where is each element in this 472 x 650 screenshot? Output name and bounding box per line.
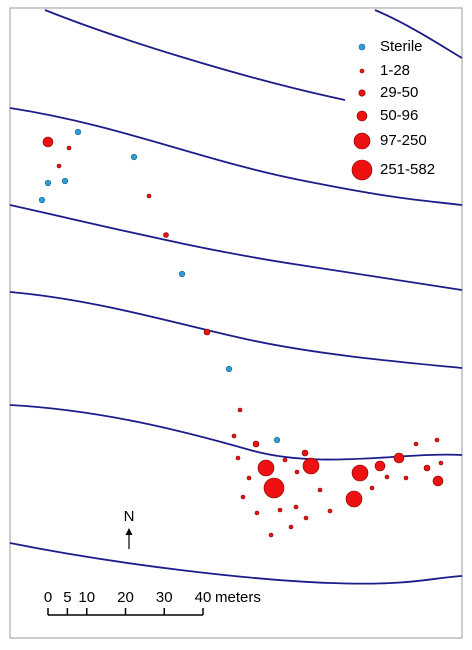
artifact-site xyxy=(263,477,285,499)
scale-bar: meters 0 5 10 20 30 40 xyxy=(44,589,261,616)
legend-label: 50-96 xyxy=(380,107,418,124)
contour-line xyxy=(374,9,463,59)
artifact-site xyxy=(351,464,369,482)
artifact-site xyxy=(327,508,333,514)
artifact-site xyxy=(203,328,211,336)
artifact-site xyxy=(146,193,152,199)
sterile-site xyxy=(178,270,186,278)
artifact-site xyxy=(369,485,375,491)
artifact-site xyxy=(231,433,237,439)
artifact-site xyxy=(268,532,274,538)
map-frame xyxy=(9,7,463,639)
scale-tick-label: 0 xyxy=(44,589,52,606)
artifact-site xyxy=(374,460,386,472)
artifact-site xyxy=(301,449,309,457)
north-arrow-head xyxy=(125,528,133,535)
scale-tick-label: 10 xyxy=(78,589,95,606)
contour-line xyxy=(44,9,346,101)
artifact-site xyxy=(438,460,444,466)
legend-label: 97-250 xyxy=(380,132,427,149)
sites xyxy=(38,128,444,538)
sterile-site xyxy=(273,436,281,444)
contour-line xyxy=(9,107,463,206)
contour-line xyxy=(9,204,463,291)
scale-tick-label: 5 xyxy=(63,589,71,606)
sterile-site xyxy=(61,177,69,185)
legend-symbol xyxy=(359,68,365,74)
legend-symbol xyxy=(358,89,366,97)
sterile-site xyxy=(38,196,46,204)
artifact-site xyxy=(345,490,363,508)
artifact-site xyxy=(302,457,320,475)
scale-tick-label: 20 xyxy=(117,589,134,606)
artifact-site xyxy=(317,487,323,493)
artifact-site xyxy=(303,515,309,521)
artifact-site xyxy=(384,474,390,480)
legend-label: 29-50 xyxy=(380,84,418,101)
legend-label: 251-582 xyxy=(380,161,435,178)
legend-label: 1-28 xyxy=(380,62,410,79)
artifact-site xyxy=(163,232,169,238)
legend-symbol xyxy=(351,159,373,181)
legend-symbol xyxy=(356,110,368,122)
artifact-site xyxy=(257,459,275,477)
artifact-site xyxy=(252,440,260,448)
sterile-site xyxy=(130,153,138,161)
artifact-site xyxy=(393,452,405,464)
artifact-site xyxy=(235,455,241,461)
scale-tick-label: 30 xyxy=(156,589,173,606)
contour-line xyxy=(9,542,463,585)
artifact-site xyxy=(66,145,72,151)
legend: Sterile 1-28 29-50 50-96 97-250 251-582 xyxy=(351,38,435,181)
contour-line xyxy=(9,291,463,369)
artifact-site xyxy=(240,494,246,500)
artifact-site xyxy=(288,524,294,530)
north-label: N xyxy=(124,508,135,525)
artifact-site xyxy=(294,469,300,475)
scale-tick-label: 40 xyxy=(195,589,212,606)
artifact-site xyxy=(254,510,260,516)
artifact-site xyxy=(423,464,431,472)
artifact-site xyxy=(403,475,409,481)
artifact-site xyxy=(56,163,62,169)
contours xyxy=(9,9,463,585)
sterile-site xyxy=(225,365,233,373)
artifact-site xyxy=(237,407,243,413)
north-arrow: N xyxy=(124,508,135,549)
sterile-site xyxy=(44,179,52,187)
artifact-site xyxy=(42,136,54,148)
legend-symbol xyxy=(353,132,371,150)
artifact-site xyxy=(246,475,252,481)
scale-unit: meters xyxy=(215,589,261,606)
legend-label: Sterile xyxy=(380,38,423,55)
sterile-site xyxy=(74,128,82,136)
artifact-site xyxy=(277,507,283,513)
artifact-site xyxy=(293,504,299,510)
artifact-site xyxy=(432,475,444,487)
artifact-site xyxy=(434,437,440,443)
artifact-site xyxy=(413,441,419,447)
legend-symbol xyxy=(358,43,366,51)
artifact-site xyxy=(282,457,288,463)
